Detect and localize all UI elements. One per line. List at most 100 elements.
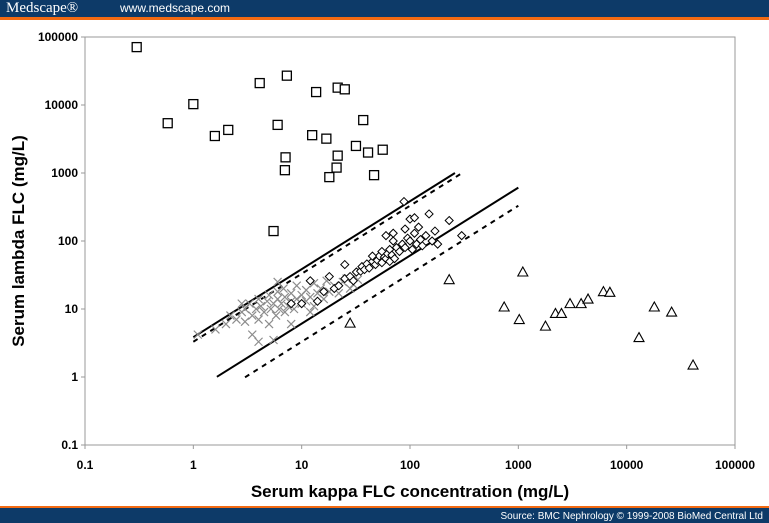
y-tick-label: 10 (65, 302, 79, 316)
diamond-point-renal (388, 236, 398, 246)
diamond-point-renal (432, 239, 443, 249)
square-point-lambda-high (307, 130, 318, 141)
diamond-point-renal (399, 196, 409, 207)
diamond-point-renal (348, 276, 359, 286)
diamond-point-renal (334, 281, 344, 291)
diamond-point-renal (388, 228, 398, 238)
diamond-point-renal (400, 242, 410, 253)
cross-point-normal (266, 304, 276, 314)
cross-point-normal (226, 311, 235, 321)
cross-point-normal (193, 330, 203, 340)
diamond-point-renal (367, 251, 378, 261)
cross-point-normal (273, 277, 283, 287)
diamond-point-renal (400, 224, 410, 234)
square-point-lambda-high (331, 162, 342, 173)
diamond-point-renal (340, 259, 350, 270)
cross-point-normal (240, 304, 250, 314)
cross-point-normal (254, 315, 263, 324)
y-tick-label: 100000 (38, 30, 78, 44)
diamond-point-renal (405, 236, 415, 246)
cross-point-normal (254, 337, 263, 347)
square-point-lambda-high (310, 86, 322, 98)
y-tick-label: 1000 (51, 166, 78, 180)
diamond-point-renal (456, 230, 467, 241)
x-tick-label: 1 (190, 458, 197, 472)
cross-point-normal (251, 304, 261, 314)
y-tick-label: 10000 (45, 98, 79, 112)
square-point-lambda-high (321, 133, 332, 144)
cross-point-normal (276, 299, 286, 309)
cross-point-normal (245, 299, 254, 309)
triangle-point-kappa-high (443, 273, 456, 285)
cross-point-normal (280, 292, 290, 302)
triangle-point-kappa-high (603, 286, 616, 297)
diamond-point-renal (430, 226, 440, 236)
x-tick-label: 100000 (715, 458, 755, 472)
y-tick-label: 100 (58, 234, 78, 248)
source-credit: Source: BMC Nephrology © 1999-2008 BioMe… (500, 511, 763, 522)
square-point-lambda-high (209, 130, 221, 142)
square-point-lambda-high (332, 150, 343, 161)
cross-point-normal (221, 319, 231, 329)
triangle-point-kappa-high (498, 300, 511, 312)
x-tick-label: 0.1 (77, 458, 94, 472)
square-point-lambda-high (350, 140, 362, 152)
x-tick-label: 10 (295, 458, 309, 472)
square-point-lambda-high (162, 118, 173, 129)
diamond-point-renal (296, 298, 307, 309)
footer-bar: Source: BMC Nephrology © 1999-2008 BioMe… (0, 506, 769, 523)
x-tick-label: 1000 (505, 458, 532, 472)
medscape-url[interactable]: www.medscape.com (120, 1, 231, 15)
cross-point-normal (345, 284, 355, 293)
square-point-lambda-high (339, 84, 350, 95)
diamond-point-renal (286, 298, 296, 309)
square-point-lambda-high (188, 98, 199, 110)
cross-point-normal (254, 294, 263, 304)
cross-point-normal (273, 287, 283, 297)
square-point-lambda-high (272, 119, 283, 131)
cross-point-normal (232, 315, 241, 324)
diamond-point-renal (394, 246, 405, 257)
diamond-point-renal (364, 263, 374, 273)
medscape-logo[interactable]: Medscape® (6, 0, 79, 16)
cross-point-normal (256, 301, 266, 311)
cross-point-normal (237, 299, 247, 309)
header-bar: Medscape® www.medscape.com (0, 0, 769, 20)
cross-point-normal (247, 330, 257, 340)
cross-point-normal (305, 292, 315, 302)
cross-point-normal (264, 319, 274, 329)
triangle-point-kappa-high (513, 313, 526, 325)
diamond-point-renal (409, 228, 420, 238)
y-tick-label: 0.1 (61, 438, 78, 452)
x-tick-label: 100 (400, 458, 420, 472)
triangle-point-kappa-high (539, 319, 552, 331)
square-point-lambda-high (223, 124, 234, 136)
x-axis-label: Serum kappa FLC concentration (mg/L) (251, 482, 569, 501)
diamond-point-renal (407, 244, 418, 255)
triangle-point-kappa-high (344, 316, 357, 328)
reference-line-renal-lower (244, 204, 519, 379)
diamond-point-renal (444, 215, 454, 226)
square-point-lambda-high (368, 169, 380, 181)
diamond-point-renal (389, 253, 400, 264)
diamond-point-renal (324, 271, 335, 282)
diamond-point-renal (424, 209, 434, 219)
square-point-lambda-high (358, 114, 369, 126)
triangle-point-kappa-high (633, 331, 645, 343)
cross-point-normal (240, 317, 250, 327)
square-point-lambda-high (324, 171, 335, 183)
square-point-lambda-high (279, 165, 291, 176)
cross-point-normal (286, 319, 296, 329)
diamond-point-renal (409, 213, 420, 223)
square-point-lambda-high (280, 152, 291, 163)
diamond-point-renal (417, 241, 428, 251)
diamond-point-renal (413, 222, 424, 232)
cross-point-normal (274, 304, 284, 314)
cross-point-normal (292, 281, 302, 291)
reference-line-normal-lower (216, 186, 519, 378)
triangle-point-kappa-high (564, 297, 576, 309)
y-tick-label: 1 (71, 370, 78, 384)
square-point-lambda-high (131, 41, 142, 53)
cross-point-normal (269, 335, 278, 345)
